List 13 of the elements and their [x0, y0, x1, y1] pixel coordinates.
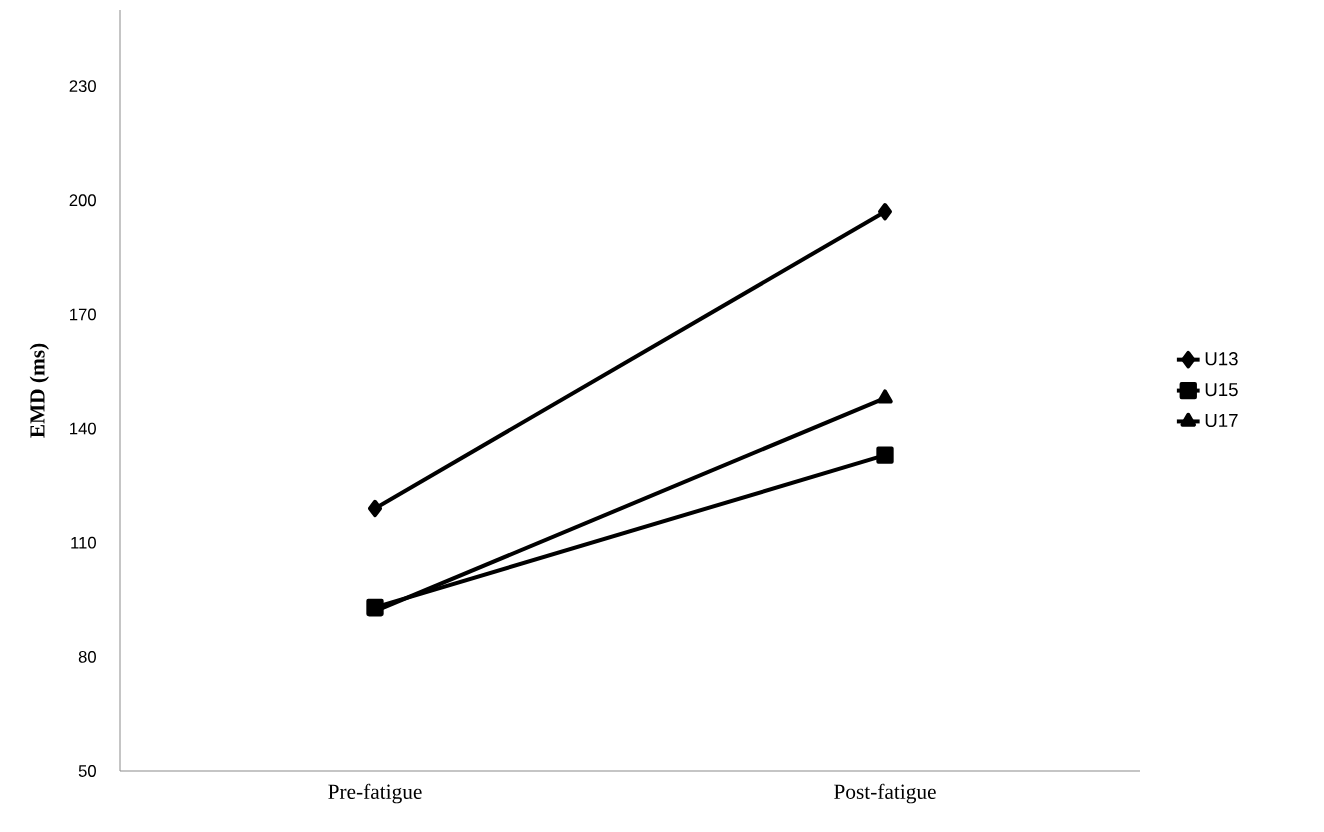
legend-label: U13	[1205, 352, 1238, 366]
y-tick-label: 140	[70, 422, 96, 435]
y-tick-label: 50	[78, 765, 96, 777]
y-axis-title: EMD (ms)	[29, 343, 49, 438]
x-tick-label: Post-fatigue	[834, 783, 936, 804]
y-tick-label: 170	[70, 308, 96, 321]
legend-label: U17	[1205, 414, 1238, 428]
y-tick-label: 80	[78, 650, 96, 663]
y-tick-label: 200	[69, 194, 96, 207]
x-tick-label: Pre-fatigue	[328, 783, 422, 804]
legend-label: U15	[1205, 383, 1238, 397]
y-tick-label: 110	[71, 536, 96, 549]
y-tick-label: 230	[69, 80, 96, 92]
